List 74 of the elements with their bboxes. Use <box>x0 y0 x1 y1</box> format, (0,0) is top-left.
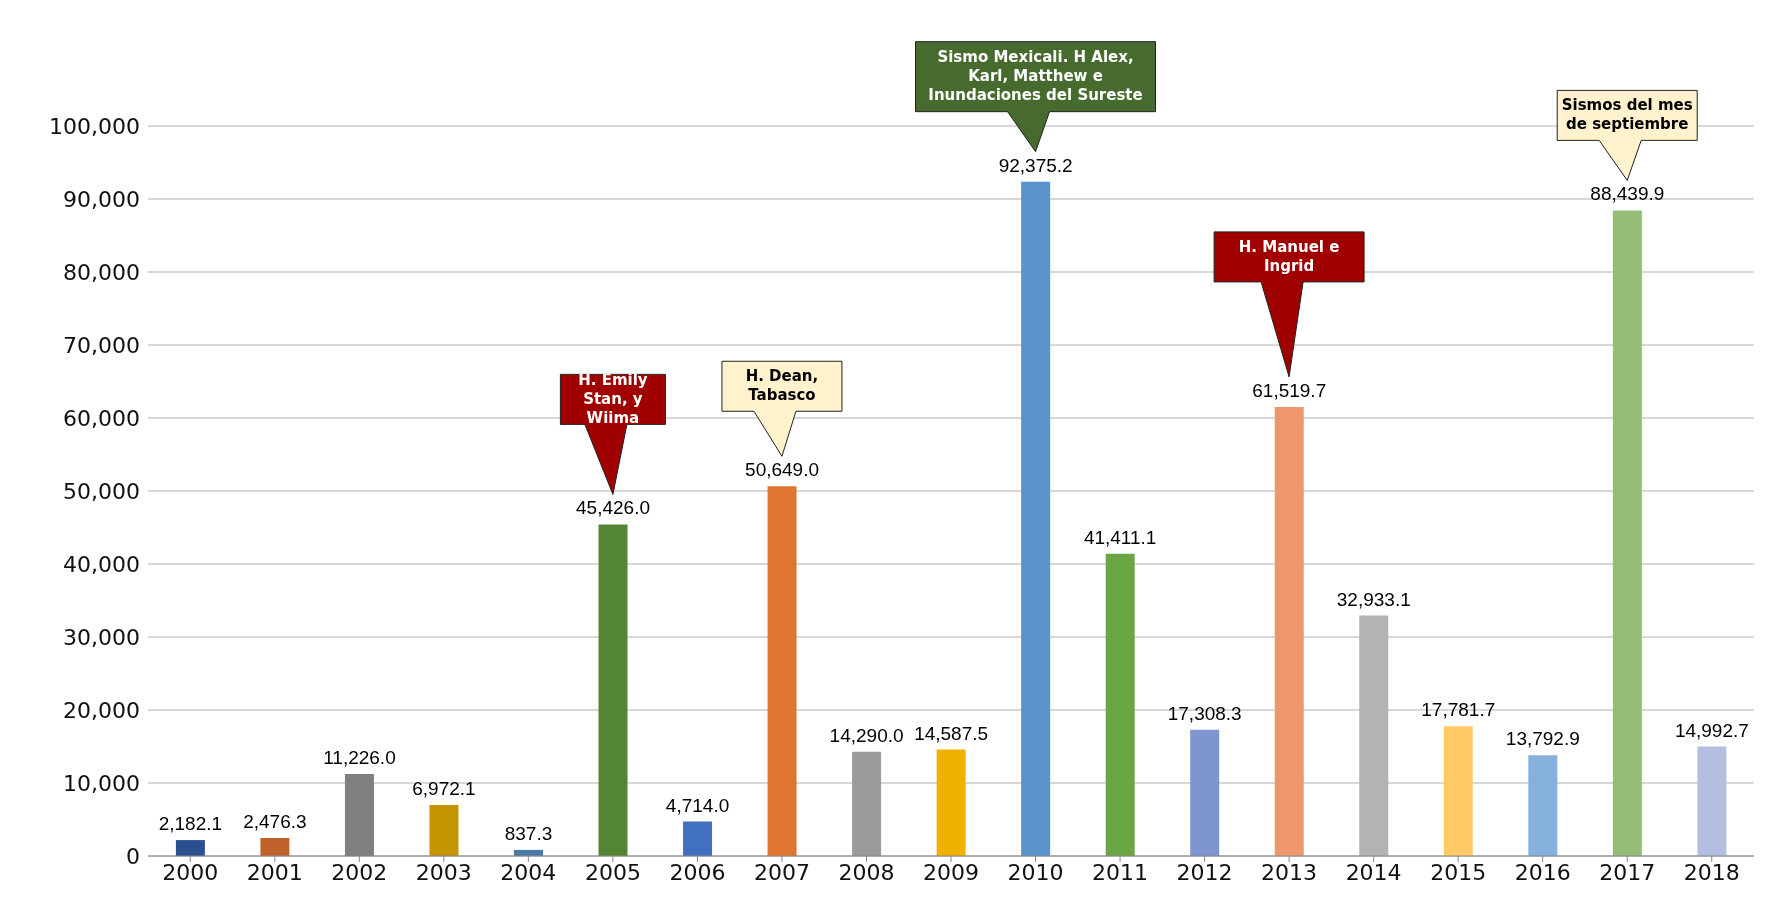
bar <box>852 751 882 856</box>
bar <box>260 837 290 856</box>
x-tick-label: 2006 <box>669 859 726 885</box>
x-tick-label: 2016 <box>1514 859 1571 885</box>
x-tick-label: 2005 <box>584 859 641 885</box>
x-tick-label: 2000 <box>162 859 219 885</box>
callout: H. Dean, Tabasco <box>721 360 843 457</box>
data-label: 45,426.0 <box>576 497 651 519</box>
annotation: Sismos del mes de septiembre <box>1560 95 1694 136</box>
bar <box>1528 755 1558 856</box>
x-tick-label: 2015 <box>1430 859 1487 885</box>
x-tick-label: 2011 <box>1092 859 1149 885</box>
data-label: 92,375.2 <box>998 154 1073 176</box>
y-tick-label: 90,000 <box>63 186 140 212</box>
data-label: 837.3 <box>504 822 553 844</box>
data-label: 2,182.1 <box>158 813 223 835</box>
x-tick-label: 2013 <box>1261 859 1318 885</box>
data-label: 88,439.9 <box>1590 183 1665 205</box>
bar <box>1105 553 1135 856</box>
x-tick-label: 2001 <box>246 859 303 885</box>
bar <box>683 821 713 856</box>
y-tick-label: 0 <box>126 843 140 869</box>
data-label: 13,792.9 <box>1505 728 1580 750</box>
y-tick-label: 10,000 <box>63 770 140 796</box>
data-label: 14,290.0 <box>829 724 904 746</box>
x-tick-label: 2002 <box>331 859 388 885</box>
x-tick-label: 2003 <box>415 859 472 885</box>
y-tick-label: 80,000 <box>63 259 140 285</box>
x-tick-label: 2012 <box>1176 859 1233 885</box>
bar <box>936 749 966 856</box>
annotation: H. Manuel e Ingrid <box>1237 236 1341 277</box>
data-label: 61,519.7 <box>1252 379 1327 401</box>
y-tick-label: 60,000 <box>63 405 140 431</box>
x-tick-label: 2010 <box>1007 859 1064 885</box>
data-label: 6,972.1 <box>412 778 476 800</box>
x-tick-label: 2017 <box>1599 859 1656 885</box>
data-label: 17,781.7 <box>1421 699 1496 721</box>
bar <box>1443 726 1473 856</box>
bar <box>1190 729 1220 856</box>
data-label: 11,226.0 <box>323 747 396 769</box>
data-label: 41,411.1 <box>1083 526 1157 548</box>
y-tick-label: 100,000 <box>49 113 140 139</box>
x-tick-label: 2018 <box>1683 859 1740 885</box>
y-tick-label: 20,000 <box>63 697 140 723</box>
bar <box>1021 181 1051 856</box>
bar <box>1697 746 1727 856</box>
y-tick-label: 50,000 <box>63 478 140 504</box>
data-label: 50,649.0 <box>745 459 820 481</box>
bar <box>429 805 459 856</box>
x-tick-label: 2004 <box>500 859 557 885</box>
callout: Sismo Mexicali. H Alex, Karl, Matthew e Inundaciones del Sureste <box>915 41 1157 153</box>
bar <box>1612 210 1642 856</box>
bar <box>1274 406 1304 856</box>
data-label: 32,933.1 <box>1336 588 1411 610</box>
data-label: 17,308.3 <box>1167 702 1242 724</box>
data-label: 14,992.7 <box>1674 719 1749 741</box>
bar <box>175 840 205 856</box>
callout: H. Emily Stan, y Wiima <box>559 373 666 495</box>
x-tick-label: 2007 <box>753 859 810 885</box>
data-label: 14,587.5 <box>914 722 989 744</box>
data-label: 2,476.3 <box>243 810 307 832</box>
callout: H. Manuel e Ingrid <box>1213 231 1365 378</box>
x-tick-label: 2008 <box>838 859 895 885</box>
callout: Sismos del mes de septiembre <box>1556 89 1698 181</box>
data-label: 4,714.0 <box>665 794 730 816</box>
bar <box>767 486 797 856</box>
annotation: H. Dean, Tabasco <box>744 366 820 407</box>
y-tick-label: 30,000 <box>63 624 140 650</box>
y-tick-label: 70,000 <box>63 332 140 358</box>
bar <box>598 524 628 856</box>
x-tick-label: 2009 <box>923 859 979 885</box>
annotation: H. Emily Stan, y Wiima <box>577 373 649 427</box>
x-tick-label: 2014 <box>1345 859 1402 885</box>
y-tick-label: 40,000 <box>63 551 140 577</box>
